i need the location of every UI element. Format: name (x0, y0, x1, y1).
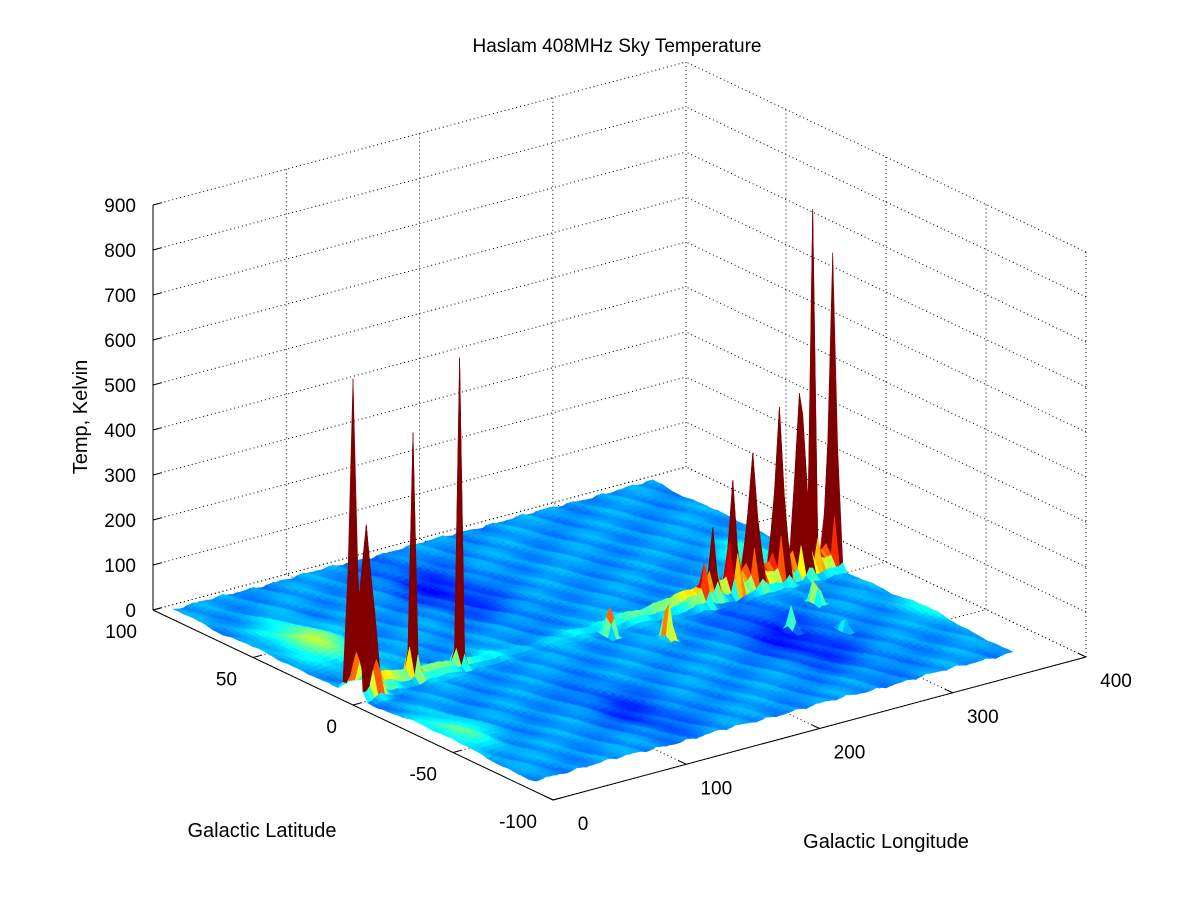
sky-temperature-surface (172, 209, 1014, 782)
